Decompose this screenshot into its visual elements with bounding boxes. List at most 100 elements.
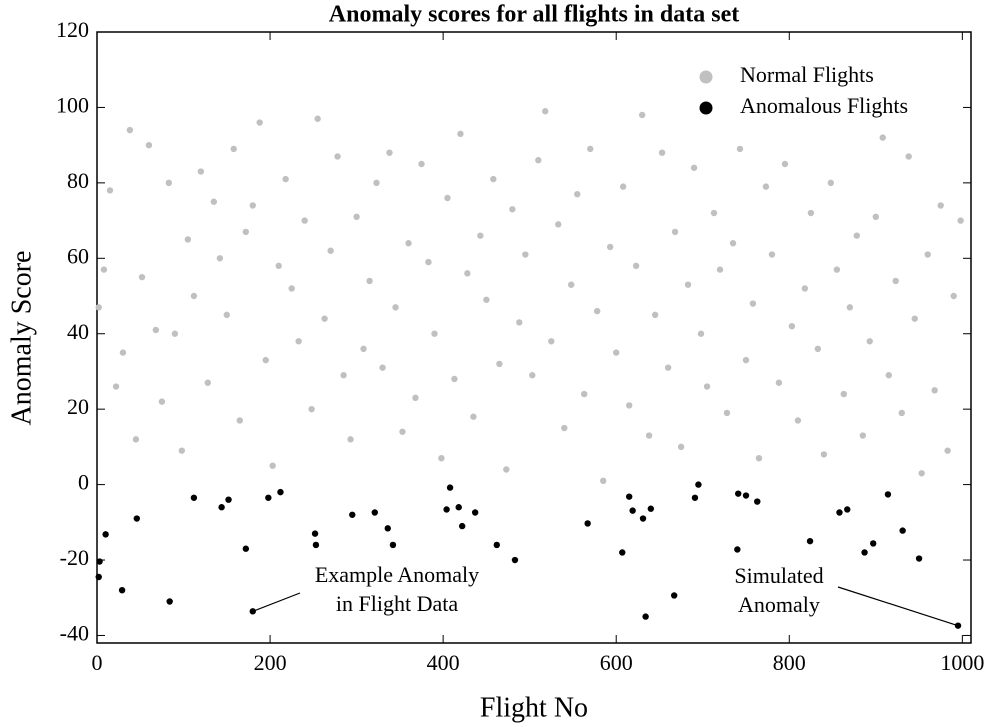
point bbox=[749, 300, 757, 307]
point bbox=[950, 292, 957, 300]
legend-label: Anomalous Flights bbox=[740, 93, 908, 118]
point bbox=[444, 194, 451, 202]
point bbox=[827, 179, 835, 187]
point bbox=[210, 198, 218, 205]
point bbox=[451, 375, 458, 383]
point bbox=[833, 266, 841, 273]
x-tick-label: 600 bbox=[600, 650, 633, 675]
point bbox=[820, 451, 828, 458]
point bbox=[152, 326, 160, 334]
point bbox=[464, 270, 471, 277]
point bbox=[911, 315, 918, 322]
point bbox=[443, 506, 450, 513]
point bbox=[853, 232, 860, 239]
point bbox=[242, 545, 250, 552]
point bbox=[490, 175, 497, 183]
point bbox=[710, 209, 718, 217]
point bbox=[625, 493, 633, 500]
point bbox=[555, 221, 562, 228]
x-tick-label: 800 bbox=[773, 650, 806, 675]
point bbox=[389, 541, 397, 549]
point bbox=[840, 390, 847, 398]
point bbox=[256, 119, 263, 126]
point bbox=[269, 462, 276, 469]
point bbox=[282, 175, 289, 183]
point bbox=[314, 115, 321, 122]
point bbox=[265, 494, 272, 501]
point bbox=[405, 240, 412, 247]
point bbox=[133, 515, 141, 522]
point bbox=[807, 209, 815, 217]
point bbox=[138, 273, 146, 281]
point bbox=[418, 160, 425, 168]
annotation-arrow bbox=[252, 592, 301, 612]
point bbox=[836, 509, 843, 516]
point bbox=[580, 390, 588, 398]
x-axis-label: Flight No bbox=[480, 692, 588, 723]
point bbox=[548, 338, 555, 345]
point bbox=[529, 372, 536, 379]
y-tick-label: 40 bbox=[67, 319, 89, 344]
point bbox=[629, 507, 636, 514]
point bbox=[931, 387, 938, 394]
point bbox=[132, 436, 140, 443]
point bbox=[145, 141, 153, 149]
point bbox=[373, 179, 380, 187]
point bbox=[165, 179, 173, 187]
point bbox=[321, 315, 328, 322]
point bbox=[613, 349, 620, 356]
point bbox=[584, 520, 591, 527]
point bbox=[734, 546, 741, 553]
point bbox=[651, 311, 659, 319]
point bbox=[457, 130, 464, 138]
point bbox=[735, 490, 742, 497]
point bbox=[184, 236, 192, 243]
point bbox=[242, 228, 250, 236]
x-tick-label: 400 bbox=[427, 650, 460, 675]
point bbox=[190, 494, 198, 501]
point bbox=[859, 432, 867, 439]
point bbox=[884, 491, 892, 498]
point bbox=[455, 504, 462, 511]
annotation: Example Anomaly bbox=[315, 562, 479, 587]
point bbox=[606, 243, 614, 251]
point bbox=[788, 322, 796, 330]
point bbox=[937, 202, 944, 209]
point bbox=[119, 349, 127, 356]
point bbox=[844, 506, 851, 513]
point bbox=[861, 549, 868, 556]
point bbox=[166, 598, 173, 605]
point bbox=[301, 217, 308, 224]
point bbox=[360, 345, 367, 353]
point bbox=[754, 498, 761, 505]
point bbox=[587, 145, 594, 153]
point bbox=[885, 372, 892, 379]
point bbox=[697, 330, 705, 337]
point bbox=[95, 573, 102, 581]
point bbox=[349, 511, 356, 518]
point bbox=[511, 556, 519, 564]
point bbox=[236, 417, 243, 424]
legend-label: Normal Flights bbox=[740, 62, 874, 87]
annotation-arrow bbox=[837, 586, 959, 627]
point bbox=[671, 228, 679, 236]
point bbox=[762, 183, 770, 190]
y-tick-label: -20 bbox=[60, 545, 89, 570]
point bbox=[399, 428, 406, 435]
point bbox=[775, 379, 783, 386]
point bbox=[312, 541, 320, 549]
point bbox=[483, 296, 490, 303]
x-tick-label: 1000 bbox=[940, 650, 984, 675]
point bbox=[742, 492, 750, 499]
point bbox=[723, 409, 731, 417]
point bbox=[190, 292, 198, 300]
point bbox=[379, 364, 386, 371]
point bbox=[334, 153, 341, 160]
point bbox=[112, 383, 120, 390]
point bbox=[275, 262, 282, 270]
point bbox=[288, 285, 295, 292]
y-tick-label: 0 bbox=[78, 470, 89, 495]
point bbox=[431, 330, 438, 337]
point bbox=[677, 443, 685, 451]
